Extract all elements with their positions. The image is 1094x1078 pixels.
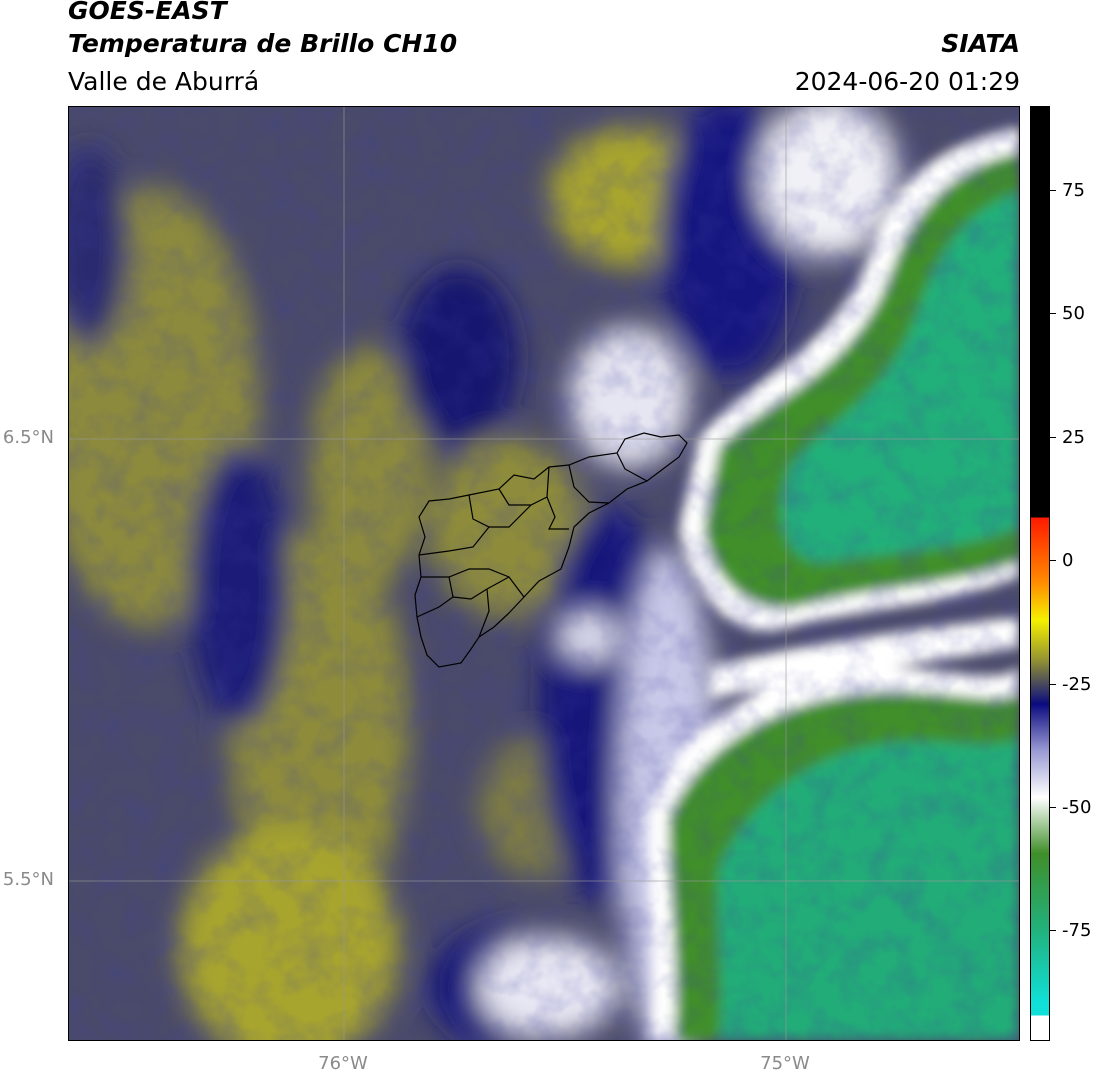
graticule [69,107,1019,1040]
colorbar-label: 25 [1062,427,1085,448]
colorbar-label: 0 [1062,550,1074,571]
colorbar-tick [1050,560,1056,561]
municipal-boundaries [414,432,688,668]
colorbar-tick [1050,437,1056,438]
map-subtitle: Temperatura de Brillo CH10 [68,29,458,58]
colorbar-label: -50 [1062,797,1092,818]
lat-label-north: 6.5°N [2,427,54,448]
colorbar-tick [1050,313,1056,314]
lon-label-west: 76°W [318,1053,368,1074]
datetime-label: 2024-06-20 01:29 [794,67,1020,96]
colorbar-tick [1050,684,1056,685]
organization-label: SIATA [941,29,1020,58]
lon-label-east: 75°W [760,1053,810,1074]
colorbar-label: 75 [1062,180,1085,201]
colorbar-tick [1050,930,1056,931]
map-canvas [69,107,1019,1040]
satellite-map [68,106,1020,1041]
field-texture [69,107,1019,1040]
region-label: Valle de Aburrá [68,67,260,96]
colorbar [1030,106,1050,1041]
colorbar-label: -75 [1062,920,1092,941]
lat-label-south: 5.5°N [2,869,54,890]
colorbar-tick [1050,190,1056,191]
colorbar-label: -25 [1062,674,1092,695]
colorbar-label: 50 [1062,303,1085,324]
map-title: GOES-EAST [68,0,227,25]
colorbar-tick [1050,807,1056,808]
